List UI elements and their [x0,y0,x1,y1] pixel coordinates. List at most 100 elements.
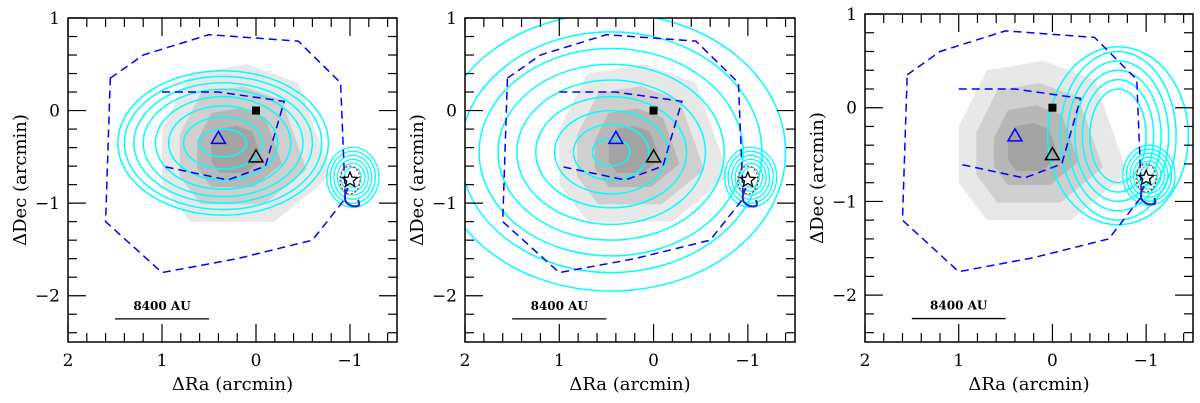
black-triangle-marker [247,148,265,163]
cyan-contour-star [336,158,369,196]
cyan-contour [182,116,264,170]
square-marker [649,106,658,115]
dashed-inner-contour [559,91,683,181]
cyan-contour [465,31,763,274]
cyan-contour-star [1136,160,1162,190]
grey-emission-level [559,64,729,222]
x-tick-label: −1 [337,351,362,371]
cyan-contour [1046,46,1190,226]
x-tick-label: 0 [648,351,659,371]
cyan-contour [142,88,304,198]
x-tick-label: −1 [735,351,760,371]
y-tick-label: −2 [832,286,857,306]
axes-frame [464,17,796,343]
cyan-contour [133,82,314,204]
star-marker [340,170,360,188]
blue-contour [343,187,361,208]
black-triangle-marker [1044,146,1061,161]
panel-1: 2 1 0 −1 1 0 −1 −2 ΔRa (arcmin) ΔDec (arcmin) 8400… [10,9,398,395]
x-tick-label: 2 [860,351,871,371]
blue-contour [741,187,758,208]
scale-bar-label: 8400 AU [133,299,191,313]
grey-emission-level [179,86,307,205]
cyan-contour-star [1125,148,1173,202]
cyan-contour [1089,88,1147,184]
cyan-contour [154,95,292,191]
y-axis-label: ΔDec (arcmin) [407,114,428,246]
x-tick-label: 1 [953,351,964,371]
cyan-contour [465,18,787,292]
x-tick-label: 1 [554,351,565,371]
cyan-contour [534,95,688,209]
square-marker [252,106,260,115]
cyan-contour-star [724,146,778,208]
cyan-contour-star [329,150,376,204]
cyan-contour-star [731,154,771,200]
blue-contour [1139,185,1157,206]
y-tick-label: 1 [49,9,60,29]
x-axis-label: ΔRa (arcmin) [569,374,690,395]
y-tick-label: 1 [446,9,457,29]
y-tick-label: −2 [432,287,457,307]
x-axis-label: ΔRa (arcmin) [968,374,1089,395]
y-tick-label: 0 [446,102,457,122]
cyan-contour-star [1129,152,1169,198]
blue-triangle-marker [607,129,625,145]
cyan-contour [1074,69,1162,203]
blue-triangle-marker [1006,127,1024,142]
black-triangle-marker [645,148,662,163]
cyan-contour [117,70,330,216]
y-tick-label: −1 [35,194,60,214]
x-axis-label: ΔRa (arcmin) [172,374,293,395]
y-tick-label: 1 [846,5,857,25]
square-marker [1048,103,1057,112]
x-tick-label: −1 [1134,351,1159,371]
grey-emission-level [576,86,705,205]
cyan-contour [123,75,323,211]
cyan-contour-star [333,154,373,200]
red-dotted-contour [1135,163,1157,193]
y-axis-label: ΔDec (arcmin) [10,114,31,246]
cyan-contour [198,128,248,158]
scale-bar-label: 8400 AU [930,299,988,313]
y-tick-label: −2 [35,287,60,307]
y-tick-label: −1 [432,194,457,214]
cyan-contour [167,105,279,181]
blue-triangle-marker [210,129,227,145]
cyan-contour-star [738,162,764,192]
cyan-contour [1066,60,1170,212]
y-axis-label: ΔDec (arcmin) [807,112,828,244]
cyan-contour [1081,78,1155,193]
cyan-contour [497,63,726,241]
panel-2: 2 1 0 −1 1 0 −1 −2 ΔRa (arcmin) ΔDec (arcmin) 8400… [407,9,796,395]
y-tick-label: 0 [49,102,60,122]
x-tick-label: 0 [251,351,262,371]
x-tick-label: 0 [1047,351,1058,371]
y-tick-label: −1 [832,192,857,212]
star-marker [1136,168,1156,186]
grey-emission-level [958,60,1128,221]
y-tick-label: 0 [846,99,857,119]
x-tick-label: 1 [157,351,168,371]
star-marker [738,170,758,188]
cyan-contour-star [326,146,380,208]
cyan-contour [572,123,650,181]
cyan-contour-star [1122,144,1176,206]
red-dotted-contour [737,165,759,195]
cyan-contour-star [727,150,774,204]
dashed-inner-contour [958,88,1082,179]
cyan-contour-star [734,158,767,196]
grey-emission-level [976,83,1103,203]
x-tick-label: 2 [460,351,471,371]
cyan-contour-star [340,162,366,192]
axes-frame [864,13,1194,343]
dashed-inner-contour [161,91,286,181]
cyan-contour [1059,50,1177,221]
panel-3: 2 1 0 −1 1 0 −1 −2 ΔRa (arcmin) ΔDec (arcmin) 8400… [807,5,1194,395]
x-tick-label: 2 [63,351,74,371]
cyan-contour [516,79,707,226]
cyan-contour-star [1132,156,1166,194]
scale-bar-label: 8400 AU [531,299,589,313]
axes-frame [67,17,398,343]
